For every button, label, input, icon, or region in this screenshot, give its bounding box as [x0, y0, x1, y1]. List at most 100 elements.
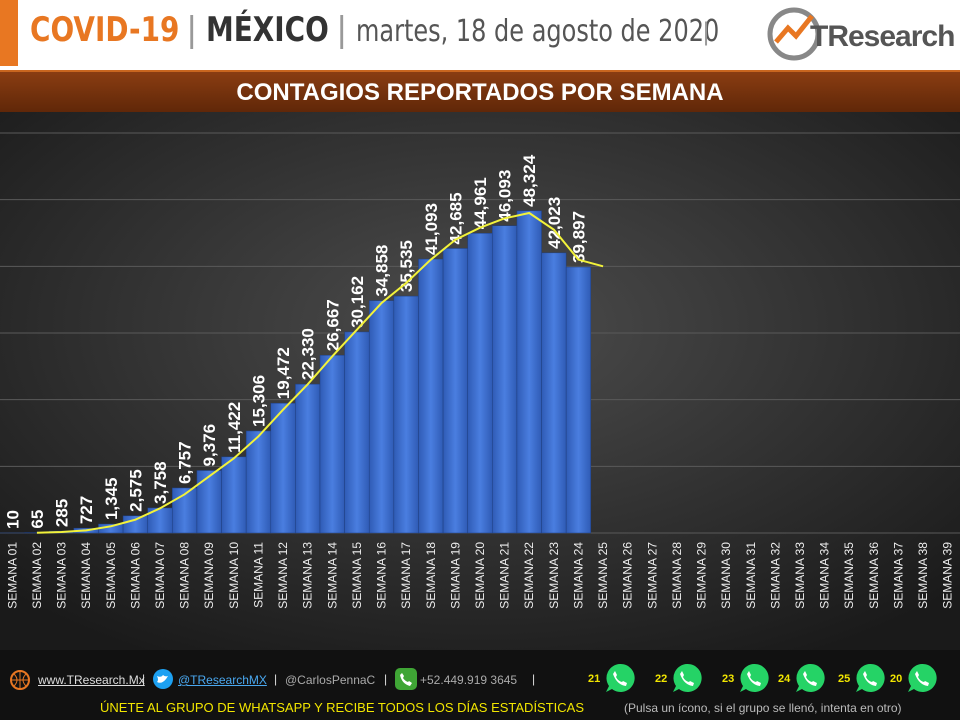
data-label: 10 — [3, 510, 22, 529]
bar — [270, 402, 296, 534]
x-tick-label: SEMANA 37 — [891, 542, 905, 609]
x-tick-label: SEMANA 04 — [79, 542, 93, 609]
web-link[interactable]: www.TResearch.Mx — [38, 673, 145, 687]
x-tick-label: SEMANA 07 — [153, 542, 167, 609]
separator: | — [142, 672, 146, 686]
x-tick-label: SEMANA 22 — [522, 542, 536, 609]
x-tick-label: SEMANA 31 — [744, 542, 758, 609]
twitter-icon — [153, 669, 173, 689]
x-tick-label: SEMANA 11 — [251, 542, 265, 608]
x-tick-label: SEMANA 30 — [719, 542, 733, 609]
header-country: MÉXICO — [206, 10, 329, 50]
x-tick-label: SEMANA 21 — [498, 542, 512, 609]
phone: +52.449.919 3645 — [420, 673, 518, 687]
separator: | — [532, 672, 536, 686]
data-label: 30,162 — [348, 276, 367, 328]
title-banner: CONTAGIOS REPORTADOS POR SEMANA — [0, 70, 960, 114]
x-tick-label: SEMANA 12 — [276, 542, 290, 609]
group-number: 24 — [778, 673, 791, 685]
x-tick-label: SEMANA 33 — [793, 542, 807, 609]
bar — [221, 456, 247, 534]
group-number: 23 — [722, 673, 735, 685]
x-tick-label: SEMANA 20 — [473, 542, 487, 609]
whatsapp-icon[interactable] — [604, 662, 636, 694]
bar — [418, 258, 444, 534]
phone-icon — [395, 668, 417, 690]
x-tick-label: SEMANA 09 — [202, 542, 216, 609]
x-tick-label: SEMANA 14 — [325, 542, 339, 609]
bar — [196, 470, 222, 534]
logo-text: TResearch — [810, 20, 955, 53]
x-tick-label: SEMANA 16 — [375, 542, 389, 609]
whatsapp-icon[interactable] — [738, 662, 770, 694]
trend-line — [36, 211, 604, 534]
bar — [319, 354, 345, 534]
separator: | — [702, 18, 711, 46]
logo-icon — [767, 7, 821, 61]
whatsapp-icon[interactable] — [854, 662, 886, 694]
x-tick-label: SEMANA 23 — [547, 542, 561, 609]
whatsapp-icon[interactable] — [671, 662, 703, 694]
x-tick-label: SEMANA 26 — [621, 542, 635, 609]
whatsapp-icon[interactable] — [794, 662, 826, 694]
data-label: 9,376 — [200, 424, 219, 467]
data-label: 19,472 — [274, 347, 293, 399]
bar — [442, 248, 468, 534]
cta: ÚNETE AL GRUPO DE WHATSAPP Y RECIBE TODO… — [100, 700, 585, 715]
data-label: 42,685 — [446, 192, 465, 244]
x-tick-label: SEMANA 25 — [596, 542, 610, 609]
x-tick-label: SEMANA 24 — [571, 542, 585, 609]
x-tick-label: SEMANA 36 — [867, 542, 881, 609]
separator: | — [384, 672, 388, 686]
x-tick-label: SEMANA 18 — [424, 542, 438, 609]
bar — [122, 515, 148, 534]
x-tick-label: SEMANA 10 — [227, 542, 241, 609]
x-tick-label: SEMANA 38 — [916, 542, 930, 609]
whatsapp-icon[interactable] — [906, 662, 938, 694]
data-label: 39,897 — [569, 211, 588, 263]
header: COVID-19 | MÉXICO | martes, 18 de agosto… — [0, 0, 960, 66]
accent-bar — [0, 0, 18, 66]
note: (Pulsa un ícono, si el grupo se llenó, i… — [624, 701, 902, 715]
bar — [368, 300, 395, 534]
data-label: 727 — [77, 496, 96, 524]
group-number: 21 — [588, 673, 601, 685]
personal-handle: @CarlosPennaC — [285, 673, 376, 687]
data-label: 6,757 — [176, 441, 195, 484]
data-label: 35,535 — [397, 240, 416, 292]
x-tick-label: SEMANA 02 — [30, 542, 44, 609]
header-date: martes, 18 de agosto de 2020 — [356, 14, 720, 49]
x-tick-label: SEMANA 32 — [768, 542, 782, 609]
bar — [467, 233, 493, 534]
x-tick-label: SEMANA 05 — [104, 542, 118, 609]
data-label: 42,023 — [545, 197, 564, 249]
x-tick-label: SEMANA 29 — [695, 542, 709, 609]
chart-title: CONTAGIOS REPORTADOS POR SEMANA — [236, 79, 724, 106]
data-label: 26,667 — [323, 299, 342, 351]
x-tick-label: SEMANA 17 — [399, 542, 413, 609]
separator: | — [336, 10, 348, 50]
data-label: 3,758 — [151, 461, 170, 504]
bar — [492, 225, 518, 534]
x-tick-label: SEMANA 27 — [645, 542, 659, 609]
separator: | — [274, 672, 278, 686]
data-label: 34,858 — [373, 245, 392, 297]
bar — [541, 252, 567, 534]
group-number: 22 — [655, 673, 668, 685]
x-tick-label: SEMANA 28 — [670, 542, 684, 609]
x-tick-label: SEMANA 35 — [842, 542, 856, 609]
bar — [295, 383, 321, 534]
data-label: 1,345 — [102, 477, 121, 520]
x-tick-label: SEMANA 34 — [818, 542, 832, 609]
data-label: 2,575 — [126, 469, 145, 512]
data-label: 41,093 — [422, 203, 441, 255]
chart: SEMANA 01 SEMANA 02 SEMANA 03 SEMANA 04 SEMA… — [0, 112, 960, 650]
data-label: 22,330 — [299, 328, 318, 380]
x-tick-label: SEMANA 06 — [128, 542, 142, 609]
x-tick-label: SEMANA 08 — [178, 542, 192, 609]
data-label: 285 — [53, 499, 72, 527]
data-label: 48,324 — [520, 154, 539, 207]
twitter-link[interactable]: @TResearchMX — [178, 673, 267, 687]
